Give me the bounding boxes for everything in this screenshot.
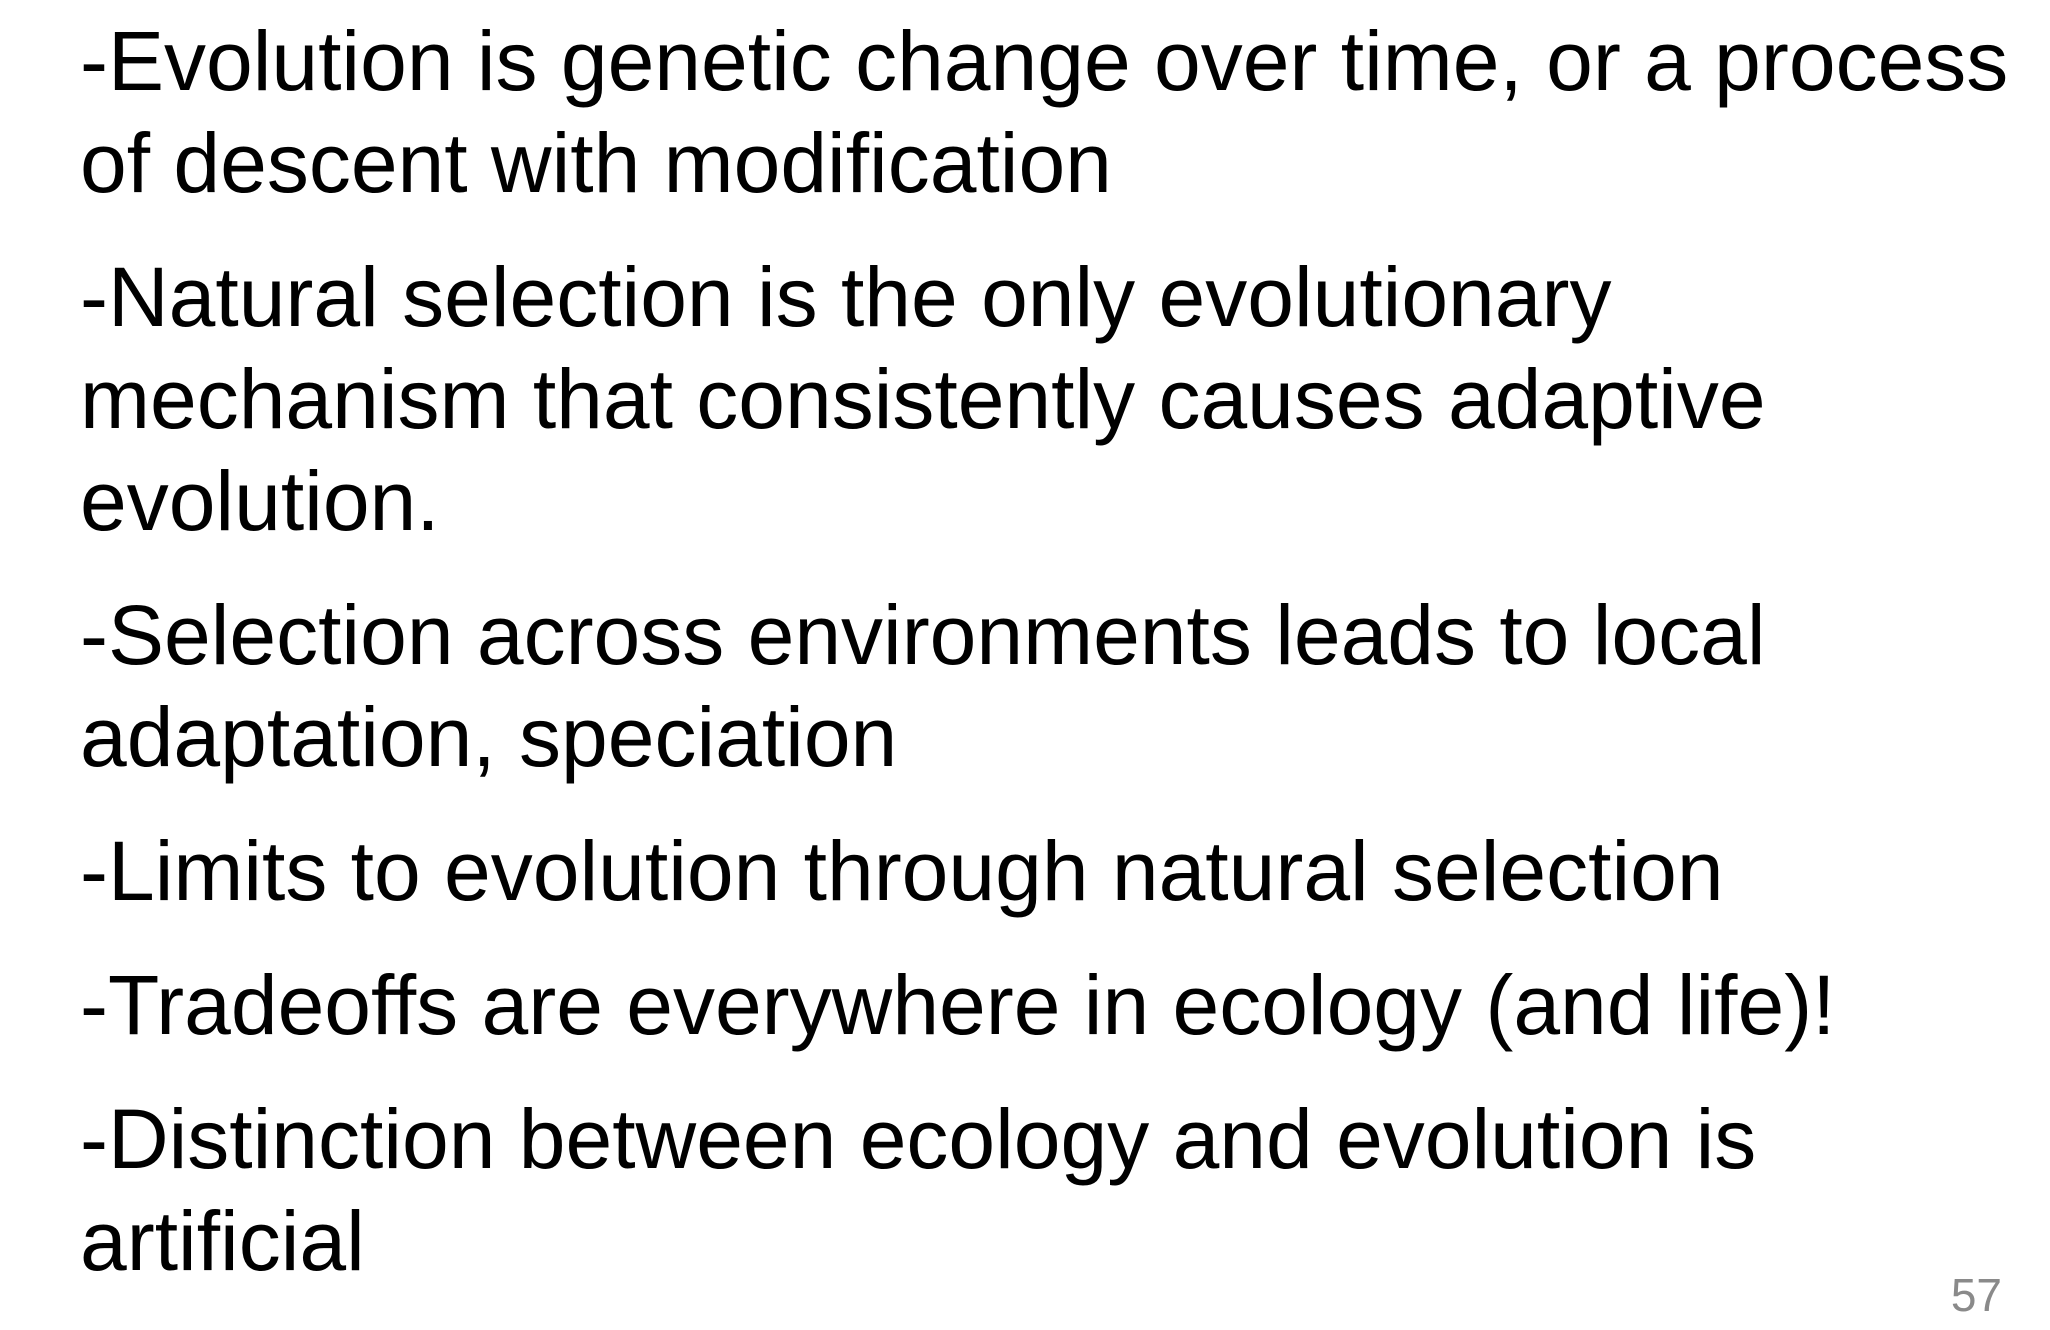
page-number: 57 [1950,1269,2002,1321]
bullet-item: -Natural selection is the only evolution… [80,246,2020,552]
bullet-line: -Limits to evolution through natural sel… [80,824,1724,918]
bullet-item: -Evolution is genetic change over time, … [80,10,2020,214]
bullet-item: -Limits to evolution through natural sel… [80,820,2020,922]
bullet-line: -Tradeoffs are everywhere in ecology (an… [80,958,1836,1052]
bullet-line: -Selection across environments leads to … [80,588,1766,682]
bullet-line: -Distinction between ecology and evoluti… [80,1092,1757,1186]
bullet-line: -Natural selection is the only evolution… [80,250,1612,344]
bullet-item: -Distinction between ecology and evoluti… [80,1088,2020,1292]
bullet-item: -Tradeoffs are everywhere in ecology (an… [80,954,2020,1056]
bullet-line: of descent with modification [80,116,1112,210]
bullet-line: -Evolution is genetic change over time, … [80,14,2009,108]
bullet-list: -Evolution is genetic change over time, … [80,10,2020,1324]
bullet-line: adaptation, speciation [80,690,898,784]
bullet-line: evolution. [80,454,440,548]
bullet-line: mechanism that consistently causes adapt… [80,352,1766,446]
bullet-line: artificial [80,1194,365,1288]
bullet-item: -Selection across environments leads to … [80,584,2020,788]
